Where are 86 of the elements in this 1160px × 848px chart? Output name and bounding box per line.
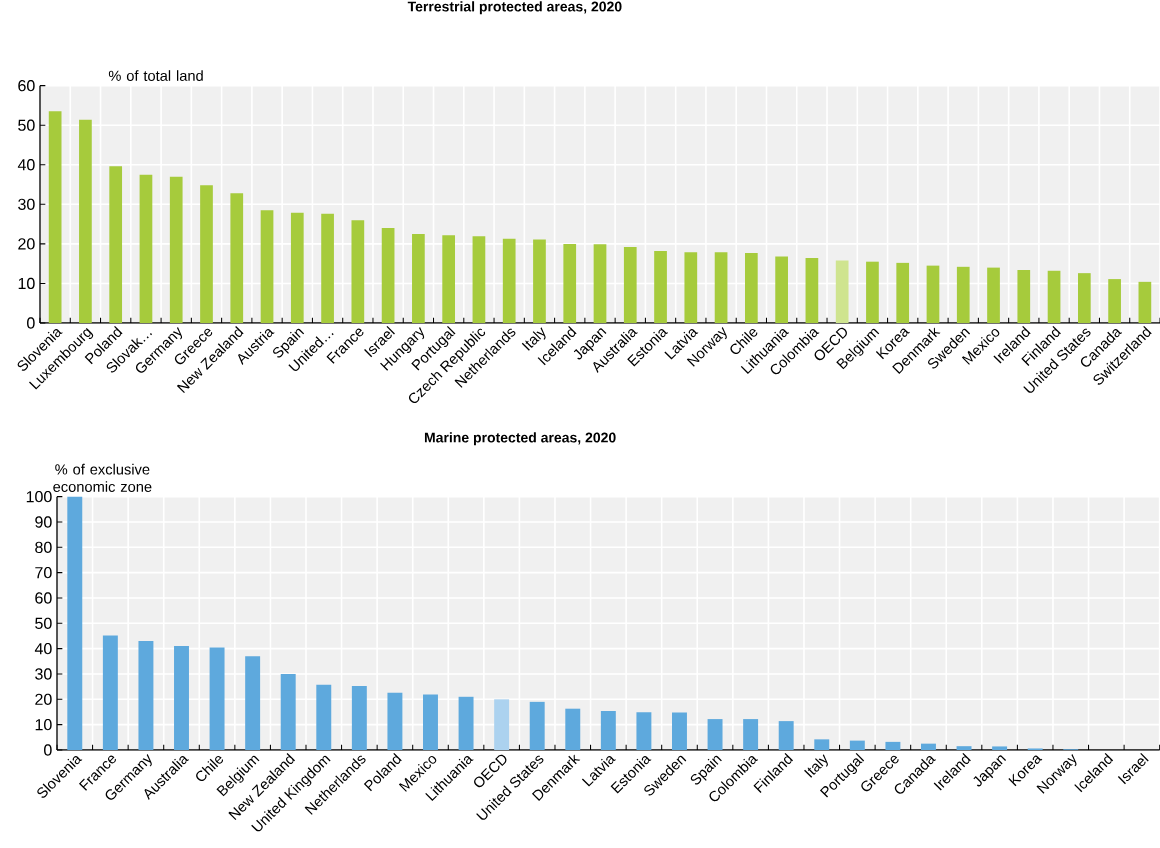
bar [1047,270,1061,323]
y-tick-label: 0 [44,744,52,756]
bar [494,699,510,750]
bar [102,635,118,750]
bar [423,694,438,750]
bar [745,252,758,323]
bar [321,213,334,323]
bar [926,265,940,323]
bar [885,741,901,750]
y-axis-title: % of total land [108,70,203,81]
bar [593,244,607,323]
bar [600,710,616,750]
bar [778,721,794,750]
y-tick-label: 20 [35,693,52,705]
bar [814,739,830,750]
chart-title: Marine protected areas, 2020 [424,432,616,446]
bar [351,685,367,750]
bar [290,212,304,323]
y-tick-label: 0 [27,317,35,329]
bar [260,210,274,323]
bar [835,260,849,323]
y-tick-label: 60 [35,592,52,604]
bar [79,119,92,323]
bar [245,656,261,750]
bar [139,174,153,323]
y-tick-label: 90 [35,516,52,528]
y-tick-label: 40 [17,159,35,171]
bar [1138,281,1152,323]
bar [48,111,62,323]
y-tick-label: 50 [35,617,52,629]
bar [1017,269,1031,323]
bar [412,233,425,323]
bar [743,719,759,750]
bar [654,251,667,323]
bar [563,243,577,323]
bar [280,673,296,750]
bar [992,746,1008,750]
y-tick-label: 100 [26,490,52,503]
bar [565,708,581,750]
bar [866,261,879,323]
bar [387,692,403,750]
bar [775,256,788,323]
y-tick-label: 20 [18,238,35,250]
bar [529,701,545,750]
chart-title: Terrestrial protected areas, 2020 [407,1,622,15]
bar [200,185,213,323]
bar [138,641,154,750]
y-tick-label: 80 [35,541,52,553]
bar [672,712,687,750]
bar [714,252,728,323]
bar [1077,273,1091,323]
bar [316,684,332,750]
bar [169,176,183,323]
bar [987,267,1000,323]
y-tick-label: 10 [18,277,35,290]
bar [921,743,936,750]
bar [849,740,865,750]
bar [209,647,225,750]
bar [67,496,83,750]
y-tick-label: 30 [35,668,52,680]
y-tick-label: 50 [18,119,35,131]
bar [502,238,516,323]
y-axis-title: % of exclusive economic zone [53,463,152,492]
bar [896,262,910,323]
bar [351,220,365,323]
bar [636,712,652,750]
bar [458,696,474,750]
bar [472,236,486,323]
bar [533,239,546,323]
bar [684,252,698,323]
bar [381,228,395,323]
bar [956,746,972,750]
bar [707,719,723,750]
bar [442,235,456,323]
bar [230,193,244,323]
bar [109,166,123,323]
bar [805,258,819,323]
y-tick-label: 10 [35,718,52,731]
bar [1108,279,1121,323]
y-tick-label: 60 [18,80,35,92]
bar [623,247,637,323]
y-tick-label: 70 [35,566,52,579]
bar [174,646,189,750]
bar [956,266,970,323]
y-tick-label: 40 [34,642,52,655]
y-tick-label: 30 [18,198,35,210]
